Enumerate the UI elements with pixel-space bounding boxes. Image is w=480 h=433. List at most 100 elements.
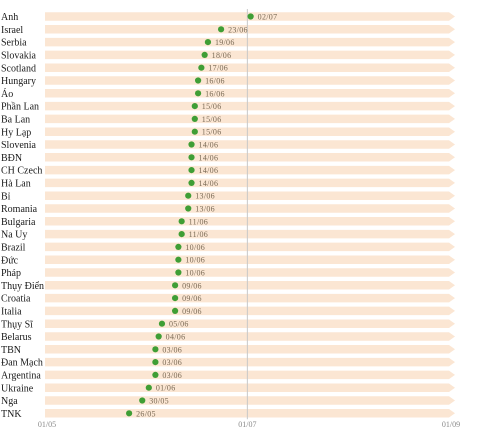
x-tick-label: 01/09 <box>442 420 460 429</box>
data-point <box>217 26 225 33</box>
data-point <box>191 103 198 110</box>
data-point <box>191 115 198 122</box>
x-axis-ticks: 01/05 01/07 01/09 <box>38 420 460 429</box>
category-label: Đan Mạch <box>1 358 43 369</box>
category-label: Thụy Sĩ <box>1 319 33 330</box>
value-label: 04/06 <box>166 333 186 342</box>
data-point <box>171 307 179 314</box>
row-band <box>45 63 455 72</box>
row-band <box>45 140 455 149</box>
row-band <box>45 255 455 264</box>
category-label: Áo <box>1 88 13 100</box>
value-label: 02/07 <box>258 13 278 22</box>
data-point <box>247 13 254 20</box>
data-point <box>194 77 202 84</box>
data-point <box>178 218 185 225</box>
data-point <box>185 205 192 212</box>
row-band <box>45 89 455 98</box>
value-label: 13/06 <box>195 192 215 201</box>
row-band <box>45 268 455 277</box>
row-bands <box>45 12 455 418</box>
row-band <box>45 127 455 136</box>
row-band <box>45 396 455 405</box>
data-point <box>145 384 152 391</box>
value-label: 17/06 <box>208 64 228 73</box>
category-label: Na Uy <box>1 230 27 241</box>
category-label: Thụy Điển <box>1 281 44 292</box>
row-band <box>45 191 455 200</box>
category-label: Belarus <box>1 332 32 343</box>
row-band <box>45 204 455 213</box>
category-label: Nga <box>1 396 18 407</box>
x-tick-label: 01/07 <box>238 420 256 429</box>
category-label: Phần Lan <box>1 102 39 113</box>
data-point <box>194 90 202 97</box>
data-point <box>155 333 162 340</box>
value-label: 14/06 <box>199 141 219 150</box>
value-label: 11/06 <box>189 217 208 226</box>
data-point <box>198 64 205 71</box>
value-label: 10/06 <box>185 269 205 278</box>
row-band <box>45 383 455 392</box>
value-label: 19/06 <box>215 38 235 47</box>
category-label: Bulgaria <box>1 217 36 228</box>
value-label: 14/06 <box>199 153 219 162</box>
category-label: Israel <box>1 25 23 36</box>
data-point <box>188 167 195 174</box>
row-band <box>45 242 455 252</box>
row-band <box>45 357 455 367</box>
category-label: Croatia <box>1 294 31 305</box>
value-label: 15/06 <box>202 115 222 124</box>
category-label: Ba Lan <box>1 115 30 126</box>
category-label: Hà Lan <box>1 179 31 190</box>
row-band <box>45 293 455 303</box>
category-label: TNK <box>1 409 22 420</box>
value-label: 10/06 <box>185 256 205 265</box>
row-band <box>45 306 455 316</box>
data-point <box>171 282 179 289</box>
value-label: 26/05 <box>136 409 156 418</box>
value-label: 11/06 <box>189 230 208 239</box>
category-label: Đức <box>1 255 19 266</box>
value-label: 03/06 <box>162 358 182 367</box>
category-label: Hy Lạp <box>1 127 31 138</box>
value-label: 13/06 <box>195 205 215 214</box>
category-label: Italia <box>1 307 22 318</box>
value-label: 03/06 <box>162 371 182 380</box>
value-label: 01/06 <box>156 384 176 393</box>
data-point <box>152 359 159 366</box>
value-label: 14/06 <box>199 166 219 175</box>
data-point <box>178 231 185 238</box>
data-point <box>188 154 195 161</box>
value-label: 09/06 <box>182 281 202 290</box>
row-band <box>45 37 455 47</box>
category-label: Romania <box>1 204 38 215</box>
data-point <box>139 397 146 404</box>
category-label: Scotland <box>1 63 36 74</box>
data-point <box>152 371 159 378</box>
data-point <box>201 51 208 59</box>
row-band <box>45 345 455 354</box>
category-label: Bỉ <box>1 191 11 202</box>
value-label: 16/06 <box>205 89 225 98</box>
data-point <box>188 179 195 186</box>
data-point <box>171 295 179 302</box>
row-band <box>45 229 455 239</box>
data-point <box>175 269 182 276</box>
category-label: TBN <box>1 345 21 356</box>
row-band <box>45 281 455 290</box>
value-label: 23/06 <box>228 25 248 34</box>
row-band <box>45 50 455 60</box>
row-band <box>45 114 455 124</box>
category-label: BĐN <box>1 153 22 164</box>
row-band <box>45 153 455 162</box>
data-point <box>175 243 182 250</box>
row-band <box>45 101 455 111</box>
value-label: 10/06 <box>185 243 205 252</box>
row-band <box>45 178 455 188</box>
category-label: Slovenia <box>1 140 37 151</box>
category-label: Pháp <box>1 268 21 279</box>
data-point <box>191 128 198 135</box>
category-label: Argentina <box>1 371 41 382</box>
